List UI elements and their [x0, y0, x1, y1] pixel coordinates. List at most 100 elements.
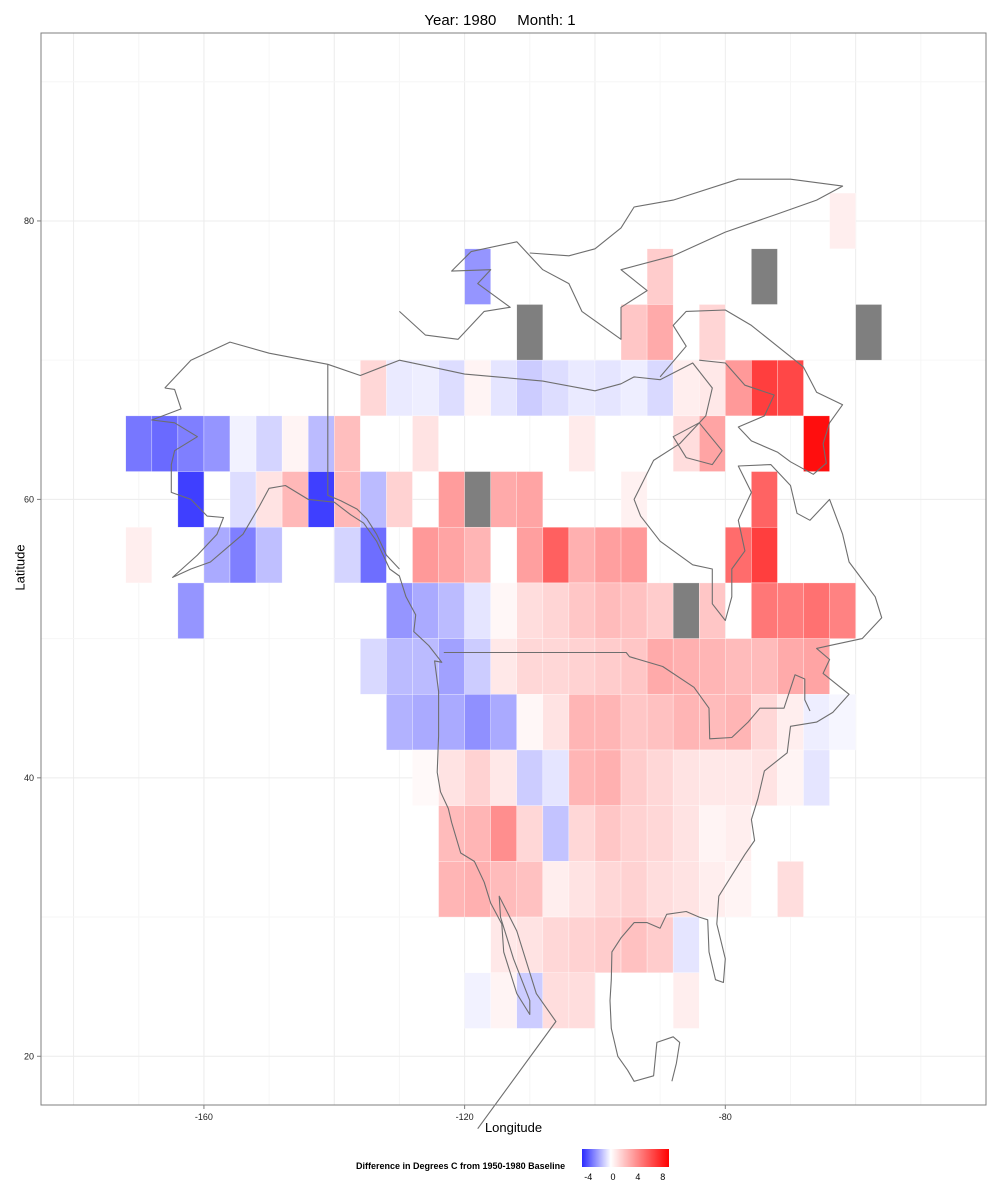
heatmap-cell	[438, 471, 465, 528]
heatmap-cell	[698, 415, 726, 472]
heatmap-cell	[255, 471, 283, 528]
coastline-path	[151, 387, 557, 1130]
heatmap-cell	[829, 694, 856, 751]
heatmap-cell	[646, 805, 674, 862]
heatmap-cell	[360, 359, 387, 417]
coastline-path	[164, 341, 883, 1082]
legend-tick-label: 4	[635, 1172, 641, 1182]
heatmap-cell	[281, 415, 309, 472]
heatmap-cell	[594, 638, 622, 695]
heatmap-cell	[672, 749, 700, 806]
heatmap-cell	[490, 471, 518, 528]
heatmap-cell	[542, 972, 570, 1029]
heatmap-cell	[307, 415, 335, 472]
heatmap-cell	[698, 359, 726, 417]
heatmap-cell	[490, 359, 518, 417]
heatmap-cell	[725, 861, 752, 918]
heatmap-cell	[464, 359, 491, 417]
grid-lines	[41, 33, 986, 1105]
heatmap-cell	[855, 304, 882, 361]
heatmap-cell	[464, 526, 491, 584]
heatmap-cell	[620, 359, 648, 417]
heatmap-cell	[803, 749, 830, 806]
heatmap-cell	[698, 304, 726, 361]
heatmap-cell	[751, 582, 778, 639]
heatmap-cell	[751, 359, 778, 417]
heatmap-cell	[672, 359, 700, 417]
heatmap-cell	[542, 805, 570, 862]
heatmap-cell	[777, 582, 804, 639]
heatmap-cell	[334, 415, 361, 472]
heatmap-cell	[281, 471, 309, 528]
heatmap-cell	[646, 359, 674, 417]
heatmap-cell	[594, 582, 622, 639]
x-axis-label: Longitude	[484, 1120, 543, 1135]
heatmap-cell	[777, 861, 804, 918]
heatmap-cell	[568, 972, 596, 1029]
legend-color-bar	[582, 1149, 669, 1167]
plot-panel-border	[40, 32, 987, 1106]
x-tick-label: -120	[456, 1112, 474, 1122]
heatmap-cell	[203, 415, 231, 472]
heatmap-cell	[725, 638, 752, 695]
heatmap-cell	[568, 694, 596, 751]
heatmap-cell	[412, 415, 439, 472]
heatmap-cell	[646, 638, 674, 695]
heatmap-cell	[464, 638, 491, 695]
heatmap-cell	[516, 861, 544, 918]
heatmap-cell	[777, 638, 804, 695]
heatmap-cell	[464, 805, 491, 862]
coastline-path	[672, 422, 723, 466]
heatmap-cell	[594, 861, 622, 918]
heatmap-cell	[516, 582, 544, 639]
heatmap-cell	[620, 526, 648, 584]
heatmap-cell	[725, 749, 752, 806]
heatmap-cell	[698, 694, 726, 751]
heatmap-cell	[777, 694, 804, 751]
heatmap-cell	[516, 471, 544, 528]
heatmap-cell	[568, 805, 596, 862]
heatmap-cell	[386, 359, 413, 417]
heatmap-cell	[516, 359, 544, 417]
heatmap-cell	[542, 638, 570, 695]
heatmap-cell	[803, 582, 830, 639]
heatmap-cell	[464, 972, 491, 1029]
heatmap-cell	[516, 805, 544, 862]
heatmap-cell	[542, 694, 570, 751]
heatmap-cell	[229, 526, 257, 584]
heatmap-cell	[229, 471, 257, 528]
heatmap-cell	[360, 526, 387, 584]
heatmap-cell	[412, 694, 439, 751]
heatmap-cell	[698, 749, 726, 806]
heatmap-cell	[334, 526, 361, 584]
heatmap-cell	[751, 638, 778, 695]
heatmap-cell	[725, 694, 752, 751]
heatmap-cell	[620, 694, 648, 751]
x-tick-label: -160	[195, 1112, 213, 1122]
y-tick-label: 60	[24, 494, 34, 504]
heatmap-cell	[464, 582, 491, 639]
heatmap-cell	[777, 749, 804, 806]
heatmap-cell	[594, 749, 622, 806]
heatmap-cell	[360, 471, 387, 528]
heatmap-cell	[646, 694, 674, 751]
y-tick-label: 40	[24, 773, 34, 783]
heatmap-cell	[438, 861, 465, 918]
heatmap-cell	[594, 694, 622, 751]
y-axis-label: Latitude	[12, 544, 28, 591]
heatmap-cell	[542, 861, 570, 918]
heatmap-cell	[464, 694, 491, 751]
heatmap-cell	[490, 749, 518, 806]
heatmap-cell	[698, 861, 726, 918]
heatmap-cell	[412, 359, 439, 417]
heatmap-cell	[386, 582, 413, 639]
heatmap-cell	[698, 805, 726, 862]
heatmap-cell	[620, 749, 648, 806]
heatmap-cell	[725, 359, 752, 417]
heatmap-cell	[490, 805, 518, 862]
coastline-path	[399, 178, 844, 340]
heatmap-cell	[698, 638, 726, 695]
heatmap-cell	[438, 359, 465, 417]
heatmap-cell	[568, 638, 596, 695]
y-tick-label: 80	[24, 216, 34, 226]
